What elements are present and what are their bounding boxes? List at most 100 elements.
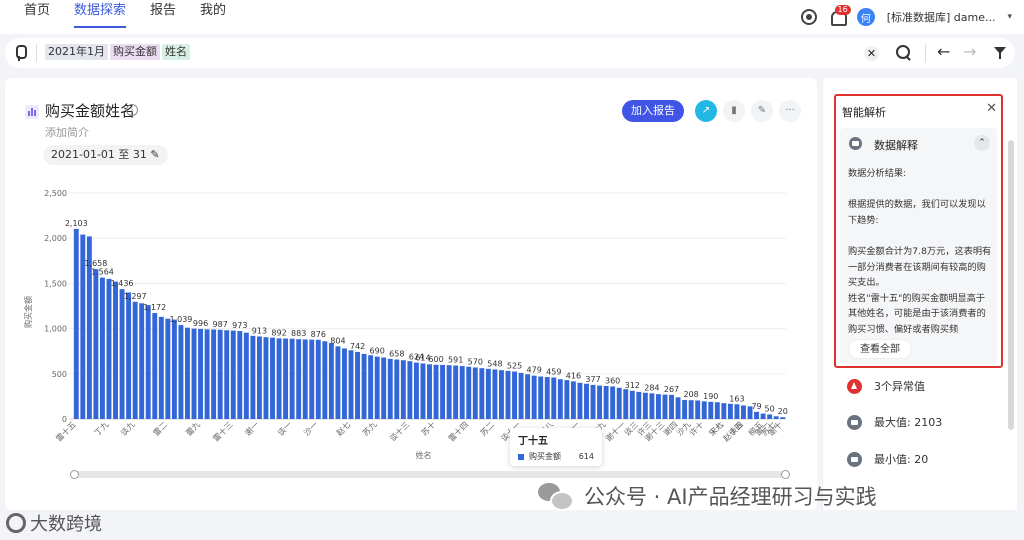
add-to-report-button[interactable]: 加入报告: [622, 100, 684, 122]
min-value-item[interactable]: 最小值: 20: [847, 451, 928, 467]
explanation-line: 数据分析结果:: [848, 168, 907, 179]
data-label: 658: [389, 350, 404, 359]
date-range-chip[interactable]: 2021-01-01 至 31 ✎: [43, 145, 168, 165]
chart-horizontal-scrollbar[interactable]: [70, 470, 790, 479]
bar: [616, 387, 622, 419]
bar: [309, 339, 315, 419]
data-label: 479: [527, 366, 542, 375]
bar: [204, 329, 210, 419]
search-icon[interactable]: [896, 45, 912, 61]
bar: [224, 330, 230, 419]
x-tick-label: 赵十四: [721, 419, 745, 443]
microphone-icon[interactable]: [15, 45, 27, 61]
bar: [662, 394, 668, 419]
top-nav: 首页 数据探索 报告 我的 16 何 [标准数据库] dame... ▾: [0, 0, 1024, 34]
bar-chart-toggle-icon[interactable]: ▮: [723, 100, 745, 122]
filter-funnel-icon[interactable]: [994, 47, 1006, 59]
x-tick-label: 赵七: [334, 419, 352, 437]
bar: [374, 356, 380, 419]
x-axis-title: 姓名: [416, 450, 432, 460]
scroll-handle-left[interactable]: [70, 470, 79, 479]
x-tick-label: 苏十: [419, 419, 437, 437]
nav-data-explore[interactable]: 数据探索: [74, 0, 127, 34]
data-label: 267: [664, 385, 679, 394]
search-token-metric[interactable]: 购买金额: [110, 44, 160, 60]
bar: [780, 417, 786, 419]
nav-home[interactable]: 首页: [24, 3, 51, 18]
data-label: 742: [350, 342, 365, 351]
nav-report[interactable]: 报告: [150, 3, 177, 18]
data-label: 1,297: [124, 292, 147, 301]
chart-title[interactable]: 购买金额姓名: [45, 102, 136, 120]
add-description[interactable]: 添加简介: [45, 126, 89, 139]
edit-icon[interactable]: ✎: [751, 100, 773, 122]
anomaly-count-item[interactable]: 3个异常值: [847, 378, 925, 394]
back-arrow-icon[interactable]: ←: [937, 42, 951, 61]
bar: [485, 368, 491, 419]
data-label: 570: [468, 357, 483, 366]
bar: [610, 386, 616, 419]
message-icon: [847, 451, 862, 467]
nav-mine[interactable]: 我的: [200, 3, 227, 18]
x-tick-label: 苏二: [478, 419, 496, 437]
bar: [741, 405, 746, 419]
bar: [721, 403, 727, 419]
x-tick-label: 雷十三: [211, 419, 235, 443]
brand-logo-icon: [6, 513, 26, 533]
insight-title: 智能解析: [842, 106, 886, 119]
bar: [296, 339, 302, 419]
bar: [734, 404, 740, 419]
x-tick-label: 谈十三: [387, 419, 411, 443]
y-tick-label: 0: [62, 415, 67, 424]
bar: [106, 278, 112, 419]
close-icon[interactable]: ✕: [986, 101, 997, 116]
bar: [505, 370, 511, 419]
data-label: 876: [311, 330, 326, 339]
search-bar[interactable]: 2021年1月 购买金额 姓名 ✕ ← →: [5, 38, 1015, 68]
bar: [237, 331, 243, 419]
bar: [328, 343, 334, 419]
edit-pencil-icon[interactable]: ✎: [150, 148, 160, 161]
bar: [368, 355, 374, 419]
data-label: 377: [585, 375, 600, 384]
bar: [597, 385, 603, 419]
bar: [636, 391, 642, 419]
clear-icon[interactable]: ✕: [864, 46, 879, 61]
max-value-item[interactable]: 最大值: 2103: [847, 414, 942, 430]
notification-bell-icon[interactable]: 16: [829, 5, 851, 26]
settings-gear-icon[interactable]: [800, 9, 817, 25]
forward-arrow-icon[interactable]: →: [963, 42, 977, 61]
more-options-icon[interactable]: ···: [779, 100, 801, 122]
data-explanation-card: 数据解释 ⌃ 数据分析结果: 根据提供的数据，我们可以发现以下趋势: 购买金额合…: [840, 128, 997, 364]
divider: [925, 44, 926, 62]
bar: [590, 384, 596, 419]
user-avatar[interactable]: 何: [856, 8, 875, 26]
sidebar-scrollbar[interactable]: [1008, 140, 1014, 430]
bar: [623, 389, 629, 419]
database-selector[interactable]: [标准数据库] dame...: [886, 11, 996, 24]
bar: [152, 313, 158, 419]
bar: [557, 379, 563, 419]
view-all-button[interactable]: 查看全部: [848, 339, 912, 359]
bar: [747, 406, 753, 419]
search-token-dimension[interactable]: 姓名: [162, 44, 190, 60]
search-token-date[interactable]: 2021年1月: [45, 44, 108, 60]
chevron-up-icon[interactable]: ⌃: [974, 135, 990, 151]
bar: [335, 346, 341, 419]
data-label: 360: [605, 376, 620, 385]
trend-chart-icon[interactable]: ↗: [695, 100, 717, 122]
bar: [342, 348, 347, 419]
bar: [139, 303, 145, 419]
scroll-handle-right[interactable]: [781, 470, 790, 479]
data-label: 1,436: [111, 279, 134, 288]
bar: [198, 328, 204, 419]
divider: [36, 44, 37, 62]
bar: [73, 228, 79, 419]
bar: [466, 366, 472, 419]
data-label: 1,039: [169, 315, 192, 324]
info-icon[interactable]: i: [126, 104, 138, 116]
x-tick-label: 苏九: [360, 419, 378, 437]
chevron-down-icon[interactable]: ▾: [1007, 12, 1012, 22]
data-label: 190: [703, 392, 718, 401]
bar: [165, 318, 171, 419]
